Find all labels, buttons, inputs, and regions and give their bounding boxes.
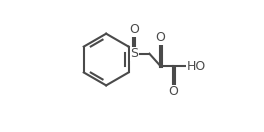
Text: HO: HO — [186, 60, 205, 72]
Text: S: S — [131, 47, 139, 60]
Text: O: O — [155, 31, 165, 44]
Text: O: O — [168, 85, 178, 98]
Text: O: O — [130, 23, 139, 36]
